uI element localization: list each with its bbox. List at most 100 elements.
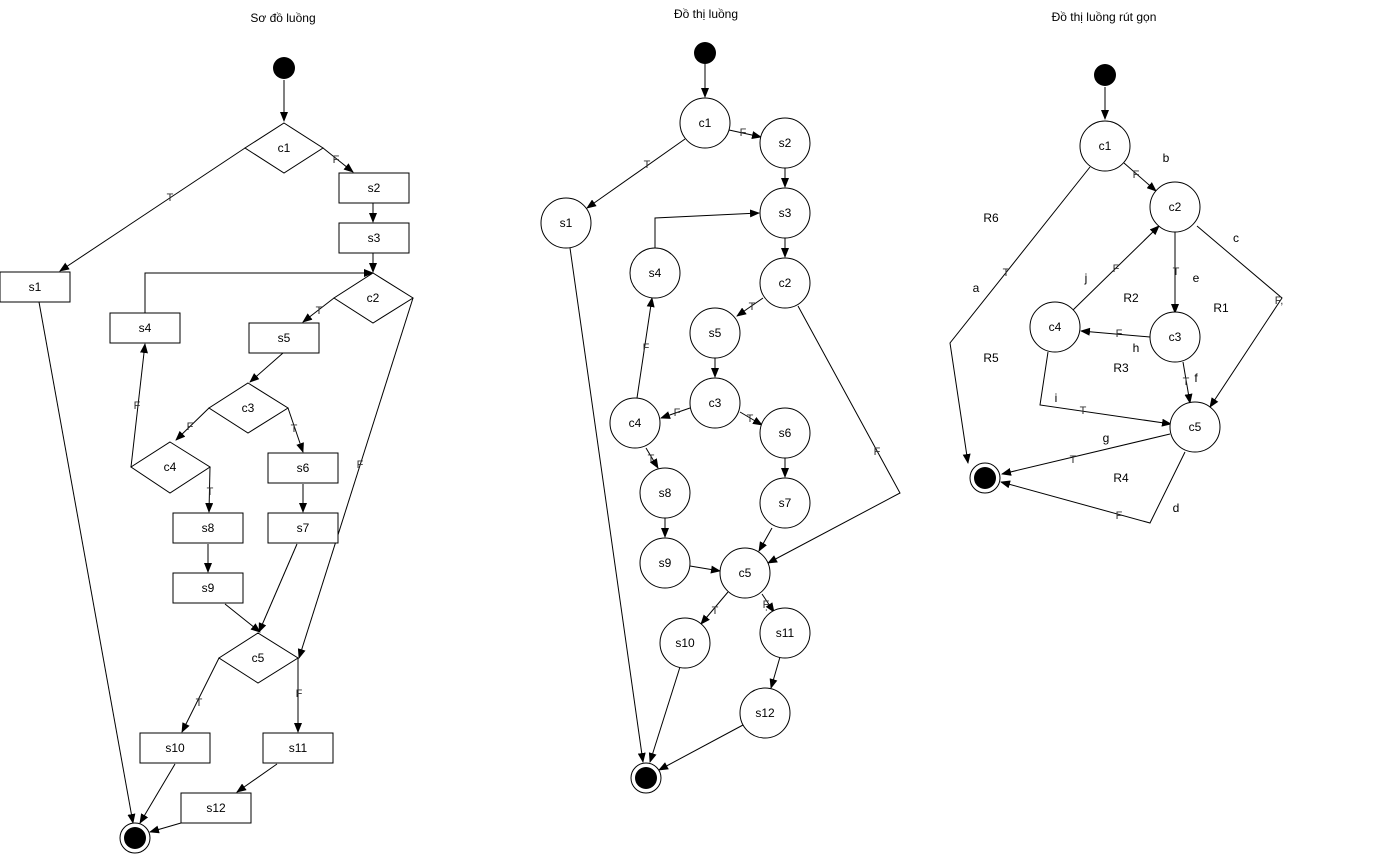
rg-edge-c (1196, 225, 1283, 408)
fc-process-s6-label: s6 (297, 461, 310, 475)
fg-node-c4 (609, 397, 661, 449)
fc-edge-s4-c2 (144, 269, 374, 313)
rg-node-c5-label: c5 (1189, 420, 1202, 434)
rg-label-f: F (1116, 328, 1123, 340)
fc-process-s9-label: s9 (202, 581, 215, 595)
fc-edge-c5-s10 (181, 657, 220, 733)
fc-label-t: T (291, 423, 298, 435)
fg-label-f: F (674, 407, 681, 419)
fc-label-t: T (316, 305, 323, 317)
fc-label-f: F (187, 421, 194, 433)
flowchart-panel: T F T F F T F T T F c1 c2 c3 c4 c5 s2 s3… (0, 57, 414, 854)
fg-edge-s7-c5 (758, 527, 773, 552)
rg-edge-h (1080, 327, 1151, 338)
fc-edge-s5-c3 (249, 352, 284, 383)
fc-edge-c1-s2 (322, 147, 354, 173)
fc-decision-c5 (218, 632, 299, 684)
fc-label-t: T (196, 697, 203, 709)
fg-node-s10-label: s10 (675, 636, 695, 650)
rg-region-r2: R2 (1123, 291, 1139, 305)
rg-node-c1 (1079, 120, 1131, 172)
fg-node-c1-label: c1 (699, 116, 712, 130)
fc-label-t: T (167, 192, 174, 204)
fc-edge-c2-s5 (302, 297, 335, 323)
fg-edge-s4-s3 (654, 209, 760, 248)
fc-process-s12 (180, 792, 252, 824)
rg-label-t: T (1003, 267, 1010, 279)
fc-process-s7 (267, 512, 339, 544)
rg-edge-name-h: h (1133, 341, 1140, 355)
fg-node-s8-label: s8 (659, 486, 672, 500)
fg-node-c2 (759, 257, 811, 309)
rg-edge-f (1182, 361, 1193, 404)
fc-edge-c1-s1 (59, 147, 246, 272)
fc-decision-c1 (244, 122, 324, 174)
fg-node-s12-label: s12 (755, 706, 775, 720)
rg-edge-name-e: e (1193, 271, 1200, 285)
rg-label-f: F, (1275, 295, 1284, 307)
fc-process-s2 (338, 172, 410, 204)
rg-node-c4-label: c4 (1049, 320, 1062, 334)
fc-label-f: F (333, 154, 340, 166)
fc-decision-c4 (130, 441, 211, 494)
fc-process-s2-label: s2 (368, 181, 381, 195)
fg-edge-c4-s8 (645, 447, 659, 469)
fg-node-s6 (759, 407, 811, 459)
rg-region-r1: R1 (1213, 301, 1229, 315)
rg-edge-b (1123, 162, 1157, 192)
rg-node-c3-label: c3 (1169, 330, 1182, 344)
fc-process-s5-label: s5 (278, 331, 291, 345)
fg-node-s12 (739, 687, 791, 739)
fc-process-s3-label: s3 (368, 231, 381, 245)
rg-edge-name-f: f (1194, 371, 1198, 385)
rg-label-t: T (1080, 405, 1087, 417)
fg-node-s1-label: s1 (560, 216, 573, 230)
fg-node-c2-label: c2 (779, 276, 792, 290)
title-flowgraph: Đồ thị luồng (674, 7, 738, 21)
fg-edge-s9-c5 (689, 565, 721, 574)
rg-edge-name-d: d (1173, 501, 1180, 515)
rg-edge-d (1000, 451, 1186, 524)
fc-start-node (273, 57, 295, 79)
rg-region-r5: R5 (983, 351, 999, 365)
fc-end-node-dot (124, 827, 146, 849)
fc-decision-c2-label: c2 (367, 291, 380, 305)
fc-edge-s10-end (139, 763, 176, 824)
fg-edge-c1-s1 (586, 138, 686, 209)
rg-node-c4 (1029, 301, 1081, 353)
fg-node-c3-label: c3 (709, 396, 722, 410)
fg-node-s9-label: s9 (659, 556, 672, 570)
fc-label-f: F (296, 688, 303, 700)
fc-process-s1-label: s1 (29, 280, 42, 294)
fg-node-s2-label: s2 (779, 136, 792, 150)
fg-node-s6-label: s6 (779, 426, 792, 440)
reduced-flowgraph-panel: T F F, T F T F T T F a b c d e f g h i j… (949, 64, 1284, 524)
fg-node-s5 (689, 307, 741, 359)
fg-node-c1 (679, 97, 731, 149)
fc-edge-c3-s6 (287, 407, 304, 453)
fc-edge-s1-end (38, 301, 136, 824)
fg-end-node-dot (635, 767, 657, 789)
flowgraph-panel: T F T F F T F T T F̩ c1 s2 s1 s3 s4 c2 s… (540, 42, 901, 794)
title-flowchart: Sơ đồ luồng (250, 11, 315, 25)
fg-label-t: T (644, 159, 651, 171)
fg-node-s1 (540, 197, 592, 249)
rg-edge-name-i: i (1055, 391, 1058, 405)
fg-node-s3-label: s3 (779, 206, 792, 220)
fc-edge-s7-c5 (258, 543, 298, 633)
rg-edge-name-j: j (1084, 271, 1088, 285)
fg-node-s2 (759, 117, 811, 169)
fg-label-f: F (740, 127, 747, 139)
fg-edge-s12-end (658, 724, 744, 771)
fg-edge-s11-s12 (769, 656, 781, 689)
fc-label-t: T (207, 486, 214, 498)
rg-label-f: F (1116, 510, 1123, 522)
fc-process-s12-label: s12 (206, 801, 226, 815)
rg-node-c2 (1149, 181, 1201, 233)
fc-edge-s9-c5 (224, 603, 261, 633)
rg-node-c5 (1169, 401, 1221, 453)
fg-edge-c1-s2 (728, 129, 762, 139)
rg-label-f: F (1133, 169, 1140, 181)
rg-region-r3: R3 (1113, 361, 1129, 375)
